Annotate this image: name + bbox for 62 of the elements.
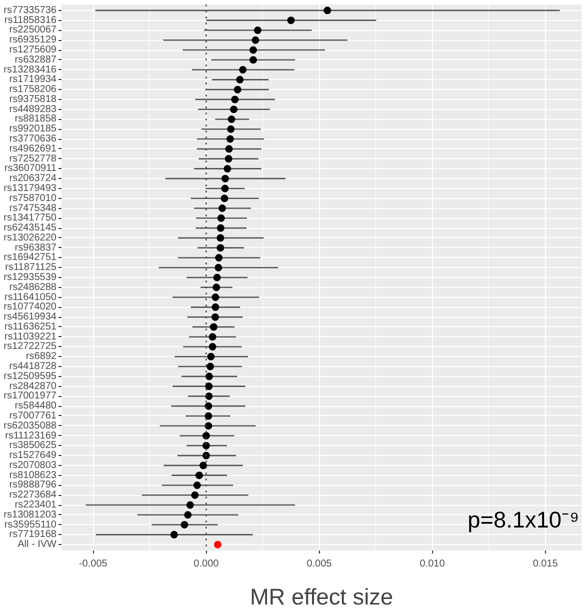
y-tick-label: rs12509595 — [4, 370, 57, 382]
y-tick-label: rs13179493 — [4, 182, 57, 194]
y-tick-label: rs9888796 — [9, 480, 57, 491]
y-tick-label: rs4962691 — [9, 143, 57, 154]
y-tick-label: rs2273684 — [9, 490, 57, 501]
y-tick-label: rs963837 — [14, 242, 57, 254]
y-tick-label: rs1758206 — [9, 84, 57, 96]
y-tick-label: rs11039221 — [4, 331, 57, 342]
y-tick-label: rs9375818 — [9, 94, 57, 105]
x-tick-label: 0.000 — [194, 558, 220, 570]
y-tick-label: rs11871125 — [5, 262, 57, 274]
y-tick-label: rs584480 — [14, 400, 57, 412]
y-tick-label: rs11858316 — [4, 14, 57, 26]
y-tick-label: rs12722725 — [4, 341, 57, 352]
y-tick-label: rs2063724 — [9, 173, 57, 184]
y-tick-label: rs9920185 — [9, 124, 57, 135]
y-tick-label: rs1275609 — [9, 44, 57, 56]
y-tick-label: rs13026220 — [4, 232, 57, 244]
y-tick-label: rs11641050 — [4, 292, 57, 303]
y-tick-label: rs2486288 — [9, 282, 57, 293]
y-tick-label: rs223401 — [14, 500, 57, 510]
y-tick-label: rs2842870 — [9, 380, 57, 392]
y-tick-label: rs6892 — [26, 351, 57, 362]
y-tick-label: rs2250067 — [9, 24, 57, 36]
y-tick-label: rs4489283 — [9, 104, 57, 115]
y-tick-label: rs632887 — [14, 54, 57, 66]
x-tick-label: 0.015 — [532, 558, 558, 570]
y-tick-label: rs7007761 — [9, 410, 57, 422]
y-tick-label: rs1719934 — [9, 74, 57, 86]
y-tick-label: rs8108623 — [9, 470, 57, 481]
y-tick-label: rs62035088 — [4, 420, 57, 432]
y-tick-label: rs62435145 — [4, 222, 57, 234]
y-tick-label: rs11636251 — [4, 321, 57, 332]
x-tick-label: 0.005 — [306, 558, 332, 570]
y-tick-label: rs7475348 — [9, 202, 57, 214]
x-axis-title: MR effect size — [250, 584, 394, 610]
y-tick-label: rs7587010 — [9, 192, 57, 204]
y-tick-label: rs11123169 — [5, 430, 57, 442]
y-tick-label: rs3770636 — [9, 134, 57, 145]
y-tick-label: rs3850625 — [9, 440, 57, 452]
y-tick-label: rs13417750 — [4, 212, 57, 224]
y-tick-label: rs45619934 — [4, 312, 57, 323]
x-tick-label: -0.005 — [78, 558, 108, 570]
x-tick-label: 0.010 — [420, 558, 446, 570]
y-tick-label: rs1527649 — [9, 450, 57, 462]
y-tick-label: rs13081203 — [4, 509, 57, 520]
y-tick-label: rs2070803 — [9, 460, 57, 471]
y-tick-label: rs36070911 — [4, 163, 57, 174]
y-tick-label: rs6935129 — [9, 34, 57, 46]
y-tick-label: rs4418728 — [9, 361, 57, 372]
y-tick-label: rs881858 — [14, 114, 57, 125]
annotation: p=8.1x10⁻⁹ — [468, 506, 580, 533]
y-tick-label: rs7719168 — [9, 529, 57, 540]
y-tick-label: rs17001977 — [4, 390, 57, 402]
y-tick-label: rs12935539 — [4, 272, 57, 283]
y-tick-label: All - IVW — [18, 539, 58, 550]
y-tick-label: rs7252778 — [9, 153, 57, 164]
y-tick-label: rs35955110 — [4, 519, 57, 530]
y-tick-label: rs77335736 — [4, 4, 57, 16]
y-tick-label: rs13283416 — [4, 64, 57, 76]
y-tick-label: rs10774020 — [4, 302, 57, 313]
y-tick-label: rs16942751 — [4, 252, 57, 264]
